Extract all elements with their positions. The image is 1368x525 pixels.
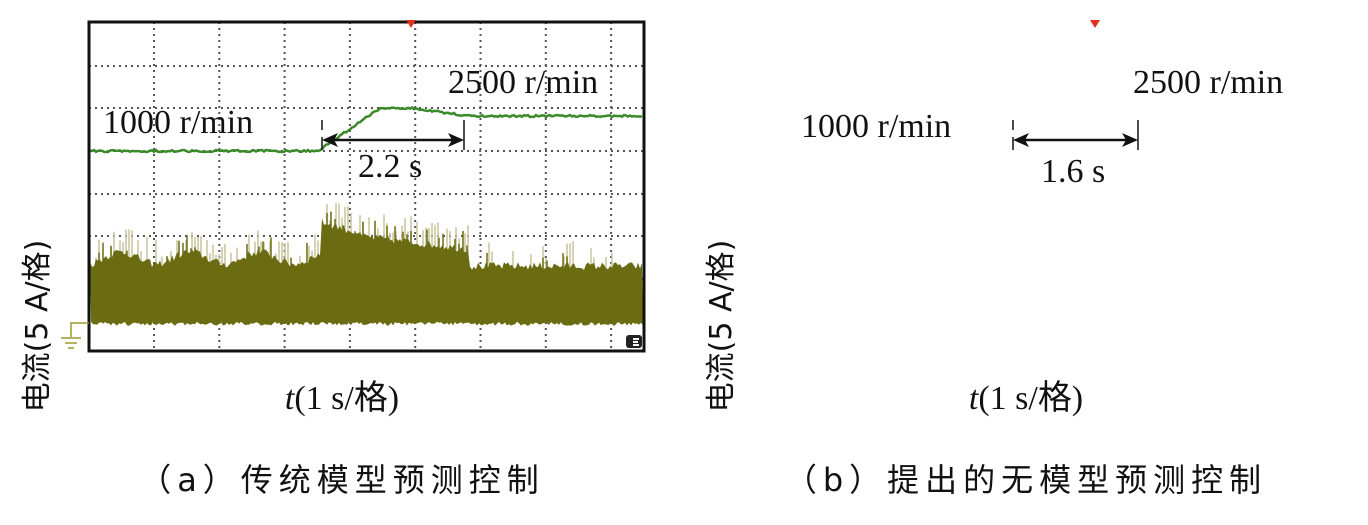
settling-time-label: 1.6 s — [1041, 153, 1106, 190]
settling-time-arrow — [1012, 120, 1139, 150]
oscilloscope-plot-b — [1012, 20, 1139, 150]
x-axis-label: t(1 s/格) — [684, 370, 1368, 419]
low-speed-label: 1000 r/min — [103, 104, 254, 141]
panel-a: 电流(5 A/格) 1000 r/min 2500 r/min 2.2 s t(… — [0, 20, 684, 499]
speed-trace — [89, 105, 643, 154]
caption-b: （b）提出的无模型预测控制 — [784, 461, 1268, 499]
plot-frame — [87, 20, 646, 353]
x-axis-label: t(1 s/格) — [0, 370, 684, 419]
current-trace — [89, 202, 643, 326]
high-speed-label: 2500 r/min — [1133, 64, 1284, 101]
channel-indicator-icon — [626, 335, 642, 348]
oscilloscope-plot-a — [61, 20, 646, 353]
x-axis-var: t — [284, 380, 295, 417]
settling-time-label: 2.2 s — [358, 148, 423, 185]
y-axis-label: 电流(5 A/格) — [704, 239, 739, 413]
trigger-marker-icon — [1090, 20, 1100, 28]
low-speed-label: 1000 r/min — [801, 108, 952, 145]
settling-time-arrow — [321, 120, 465, 150]
high-speed-label: 2500 r/min — [448, 64, 599, 101]
x-axis-unit: (1 s/格) — [294, 380, 400, 417]
trigger-marker-icon — [406, 20, 416, 28]
x-axis-var: t — [968, 380, 979, 417]
panel-b: 电流(5 A/格) 1000 r/min 2500 r/min 1.6 s t(… — [684, 0, 1368, 525]
caption-a: （a）传统模型预测控制 — [139, 461, 545, 499]
x-axis-unit: (1 s/格) — [978, 380, 1084, 417]
y-axis-label: 电流(5 A/格) — [20, 239, 55, 413]
ground-marker-icon — [61, 322, 89, 349]
